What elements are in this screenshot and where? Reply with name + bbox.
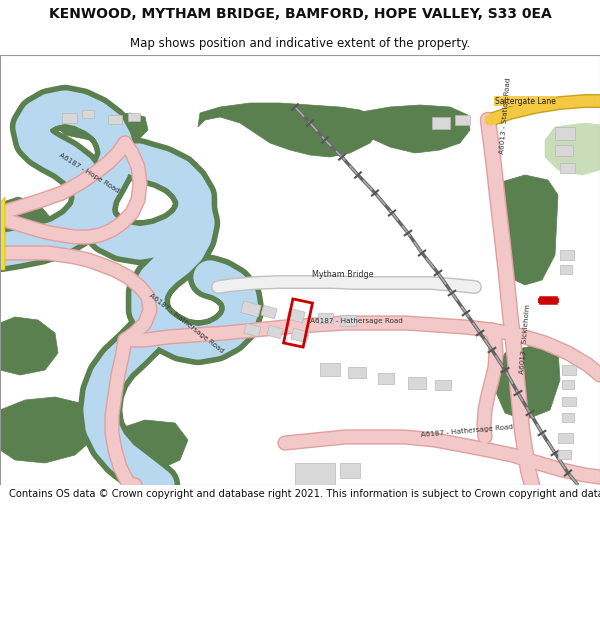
Bar xyxy=(562,397,576,406)
Bar xyxy=(378,373,394,384)
Bar xyxy=(284,299,313,347)
Bar xyxy=(560,250,574,260)
Bar xyxy=(318,313,333,323)
Bar xyxy=(244,323,261,337)
Bar xyxy=(555,127,575,140)
Bar xyxy=(560,163,575,173)
Polygon shape xyxy=(545,123,600,175)
Polygon shape xyxy=(115,420,188,470)
Bar xyxy=(348,367,366,378)
Bar xyxy=(128,113,140,121)
Text: Contains OS data © Crown copyright and database right 2021. This information is : Contains OS data © Crown copyright and d… xyxy=(9,489,600,499)
Polygon shape xyxy=(0,317,58,375)
Bar xyxy=(82,110,94,118)
Text: A6187 - Hope Road: A6187 - Hope Road xyxy=(58,152,121,194)
Bar xyxy=(555,145,573,156)
Polygon shape xyxy=(0,397,95,463)
Bar xyxy=(435,380,451,390)
Text: A6187 - Hathersage Road: A6187 - Hathersage Road xyxy=(420,424,513,438)
Bar xyxy=(562,380,574,389)
Bar xyxy=(340,463,360,478)
Text: A6187 - Hathersage Road: A6187 - Hathersage Road xyxy=(148,292,225,354)
Bar xyxy=(62,113,77,123)
Polygon shape xyxy=(495,175,558,285)
Bar xyxy=(558,450,571,459)
Polygon shape xyxy=(105,113,148,143)
Polygon shape xyxy=(355,105,470,153)
Text: A6013 - Sickleholm: A6013 - Sickleholm xyxy=(519,304,531,374)
Bar xyxy=(287,308,305,323)
Bar xyxy=(267,326,283,339)
Polygon shape xyxy=(0,197,5,270)
Bar xyxy=(340,315,356,326)
Bar xyxy=(108,115,122,124)
Bar xyxy=(408,377,426,389)
Polygon shape xyxy=(495,345,560,420)
Bar xyxy=(291,328,309,343)
Bar xyxy=(261,306,277,319)
Polygon shape xyxy=(55,110,120,140)
Bar xyxy=(562,365,576,375)
Bar xyxy=(558,433,573,443)
Text: A6013 - Station Road: A6013 - Station Road xyxy=(499,78,512,154)
Text: A6187 - Hathersage Road: A6187 - Hathersage Road xyxy=(310,318,403,324)
Text: KENWOOD, MYTHAM BRIDGE, BAMFORD, HOPE VALLEY, S33 0EA: KENWOOD, MYTHAM BRIDGE, BAMFORD, HOPE VA… xyxy=(49,7,551,21)
Polygon shape xyxy=(0,197,50,253)
Polygon shape xyxy=(198,103,380,157)
Bar xyxy=(455,115,470,125)
Text: Map shows position and indicative extent of the property.: Map shows position and indicative extent… xyxy=(130,38,470,51)
Bar xyxy=(320,363,340,376)
Bar xyxy=(560,265,572,274)
Text: Saltergate Lane: Saltergate Lane xyxy=(494,96,556,106)
Bar xyxy=(295,463,335,485)
Bar xyxy=(432,117,450,129)
Text: Mytham Bridge: Mytham Bridge xyxy=(312,270,374,279)
Bar xyxy=(241,301,261,317)
Bar xyxy=(562,413,574,422)
